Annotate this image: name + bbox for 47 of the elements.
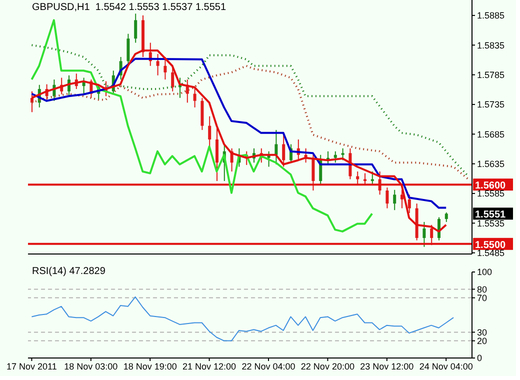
y-tick-label: 1.5885 [477,10,505,21]
candlestick [126,33,130,66]
candlestick [422,221,426,248]
x-tick-label: 23 Nov 12:00 [360,361,414,372]
y-tick-label: 1.5535 [477,218,505,228]
candlestick [444,212,448,222]
y-tick-label: 1.5485 [477,248,505,258]
y-tick-label: 1.5635 [477,158,505,169]
x-tick-label: 21 Nov 12:00 [182,361,236,372]
candlestick [156,54,160,76]
x-tick-label: 22 Nov 20:00 [300,361,354,372]
y-tick-label: 70 [477,292,488,303]
candlestick [334,150,337,164]
candlestick [408,194,411,214]
line-series [30,58,448,209]
y-tick-label: 1.5835 [477,40,505,50]
y-tick-label: 30 [477,327,488,338]
x-tick-label: 18 Nov 19:00 [123,361,177,372]
y-tick-label: 1.5685 [477,129,505,140]
candlestick [386,187,389,209]
candlestick [370,171,374,186]
y-tick-label: 100 [477,267,492,278]
x-tick-label: 17 Nov 2011 [6,361,57,372]
y-tick-label: 80 [477,284,488,294]
y-tick-label: 20 [477,336,488,346]
chart-title: RSI(14) 47.2829 [32,266,106,277]
chart-title: GBPUSD,H1 1.5542 1.5553 1.5537 1.5551 [32,2,226,13]
candlestick [400,189,404,209]
line-series [30,64,470,180]
candlestick [274,129,278,165]
x-tick-label: 24 Nov 04:00 [419,361,473,372]
candlestick [134,13,138,44]
y-tick-label: 0 [477,353,482,364]
ref-line-label: 1.5500 [475,240,506,251]
x-tick-label: 22 Nov 04:00 [242,361,296,372]
x-tick-label: 18 Nov 03:00 [64,361,118,372]
candlestick [393,189,396,211]
line-series [30,44,470,178]
y-tick-label: 1.5585 [477,188,505,199]
line-series [30,19,374,232]
candlestick [193,86,196,108]
y-tick-label: 1.5785 [477,70,505,80]
line-series [31,296,454,342]
y-tick-label: 1.5735 [477,100,505,110]
candlestick [282,134,286,168]
text: 1.5551 [475,210,506,221]
candlestick [341,148,344,161]
